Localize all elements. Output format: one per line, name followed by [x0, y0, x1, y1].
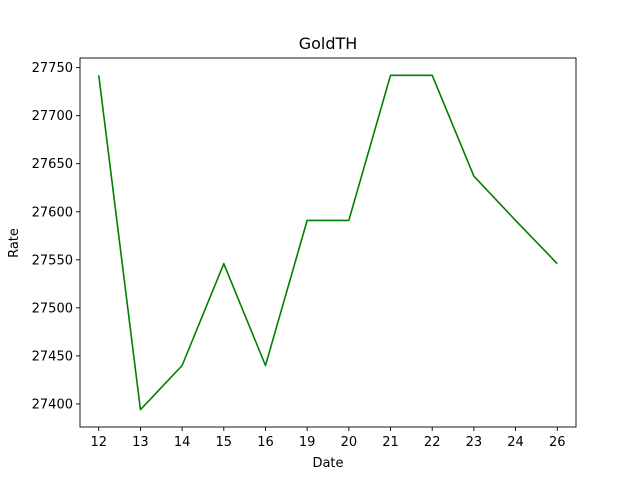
x-axis-label: Date	[312, 456, 343, 471]
x-tick-label: 13	[132, 435, 149, 450]
plot-area: 12 13 14 15 16 19 20 21 22 23 24 26 27400 27450 27500 2…	[32, 57, 577, 450]
chart-title: GoldTH	[299, 34, 358, 53]
x-tick-label: 26	[549, 435, 566, 450]
y-tick-label: 27400	[32, 397, 73, 412]
y-tick-label: 27450	[32, 349, 73, 364]
x-tick-label: 23	[466, 435, 483, 450]
x-tick-label: 21	[382, 435, 399, 450]
y-tick-label: 27650	[32, 157, 73, 172]
axes-frame	[79, 57, 577, 428]
x-tick-label: 15	[216, 435, 233, 450]
x-tick-label: 24	[507, 435, 524, 450]
x-tick-label: 20	[341, 435, 358, 450]
y-axis-label: Rate	[7, 228, 22, 258]
x-tick-label: 22	[424, 435, 441, 450]
x-tick-label: 16	[257, 435, 274, 450]
series-line-0	[97, 74, 558, 411]
y-tick-label: 27550	[32, 253, 73, 268]
y-tick-label: 27500	[32, 301, 73, 316]
y-tick-label: 27600	[32, 205, 73, 220]
y-tick-label: 27750	[32, 61, 73, 76]
y-tick-label: 27700	[32, 109, 73, 124]
x-tick-label: 12	[90, 435, 107, 450]
x-tick-label: 14	[174, 435, 191, 450]
x-tick-label: 19	[299, 435, 316, 450]
